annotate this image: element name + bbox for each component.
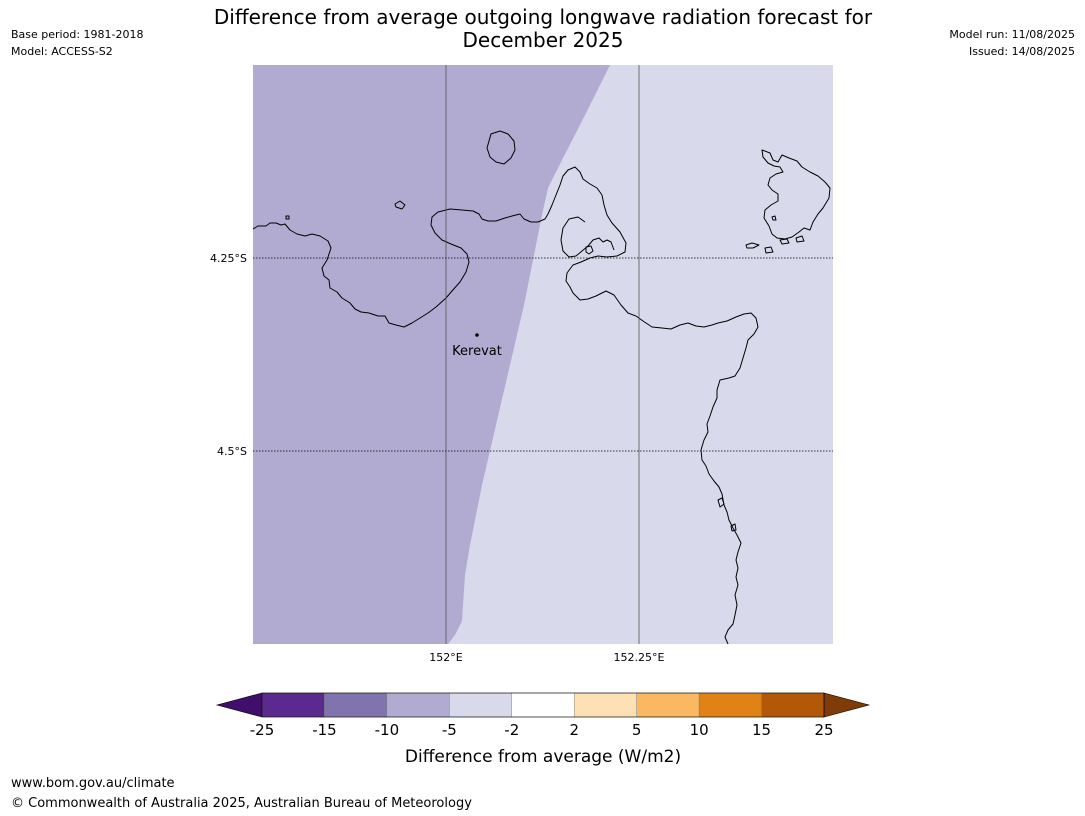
colorbar-tick-label: -10 [375, 721, 400, 739]
map-panel: Kerevat [253, 65, 833, 644]
kerevat-marker [475, 333, 479, 337]
footer-url: www.bom.gov.au/climate [11, 776, 175, 791]
colorbar: -25 -15 -10 -5 -2 2 5 10 15 25 Difference from av… [215, 692, 871, 767]
colorbar-block [386, 692, 450, 718]
islet-duke-4 [795, 235, 805, 243]
model-run-text: Model run: 11/08/2025 [949, 28, 1075, 41]
kerevat-label: Kerevat [452, 344, 502, 359]
colorbar-block [511, 692, 575, 718]
colorbar-ticks: -25 -15 -10 -5 -2 2 5 10 15 25 [250, 721, 834, 739]
colorbar-label: Difference from average (W/m2) [405, 747, 681, 767]
island-north [486, 130, 516, 165]
colorbar-block [261, 692, 325, 718]
lat-label-4-5s: 4.5°S [217, 445, 247, 458]
map-title: Difference from average outgoing longwav… [193, 6, 893, 52]
colorbar-extend-high [823, 692, 871, 718]
coastline-bay-inlet [560, 216, 615, 258]
colorbar-block [449, 692, 512, 718]
colorbar-tick-label: -15 [312, 721, 337, 739]
footer-copyright: © Commonwealth of Australia 2025, Austra… [11, 796, 472, 811]
anomaly-region-west [253, 65, 610, 644]
colorbar-outline [261, 692, 825, 718]
lon-label-152-25e: 152.25°E [614, 651, 665, 664]
colorbar-tick-label: 25 [814, 721, 833, 739]
colorbar-tick-label: -25 [250, 721, 275, 739]
colorbar-block [636, 692, 700, 718]
islet-duke-5 [771, 215, 777, 221]
coastline [253, 130, 831, 644]
islet-duke-2 [764, 246, 774, 254]
colorbar-tick-label: 10 [690, 721, 709, 739]
colorbar-tick-label: 2 [569, 721, 579, 739]
islet-duke-1 [745, 242, 760, 249]
model-text: Model: ACCESS-S2 [11, 45, 113, 58]
title-line-1: Difference from average outgoing longwav… [213, 5, 873, 29]
coastline-east-peninsula [547, 166, 759, 644]
colorbar-extend-low [215, 692, 263, 718]
colorbar-block [761, 692, 825, 718]
islet-small-west [285, 215, 290, 220]
coastline-gazelle-peninsula [253, 208, 549, 328]
islet-duke-3 [779, 238, 790, 245]
duke-of-york-islands [761, 149, 831, 240]
footer: www.bom.gov.au/climate © Commonwealth of… [11, 774, 472, 814]
colorbar-tick-label: -5 [442, 721, 457, 739]
colorbar-tick-label: -2 [504, 721, 519, 739]
colorbar-block [574, 692, 637, 718]
islet-west [394, 200, 406, 210]
title-line-2: December 2025 [462, 28, 624, 52]
islet-inlet [585, 245, 594, 255]
islet-coast-2 [730, 523, 737, 532]
metadata-left: Base period: 1981-2018 Model: ACCESS-S2 [11, 26, 143, 60]
colorbar-block [324, 692, 388, 718]
graticule [253, 65, 833, 644]
lat-label-4-25s: 4.25°S [210, 252, 247, 265]
colorbar-tick-label: 15 [752, 721, 771, 739]
colorbar-tick-label: 5 [632, 721, 642, 739]
colorbar-blocks [215, 692, 871, 718]
islet-coast-1 [717, 497, 725, 508]
colorbar-block [698, 692, 762, 718]
lon-label-152e: 152°E [429, 651, 462, 664]
issued-text: Issued: 14/08/2025 [968, 45, 1075, 58]
base-period-text: Base period: 1981-2018 [11, 28, 144, 41]
metadata-right: Model run: 11/08/2025 Issued: 14/08/2025 [949, 26, 1075, 60]
